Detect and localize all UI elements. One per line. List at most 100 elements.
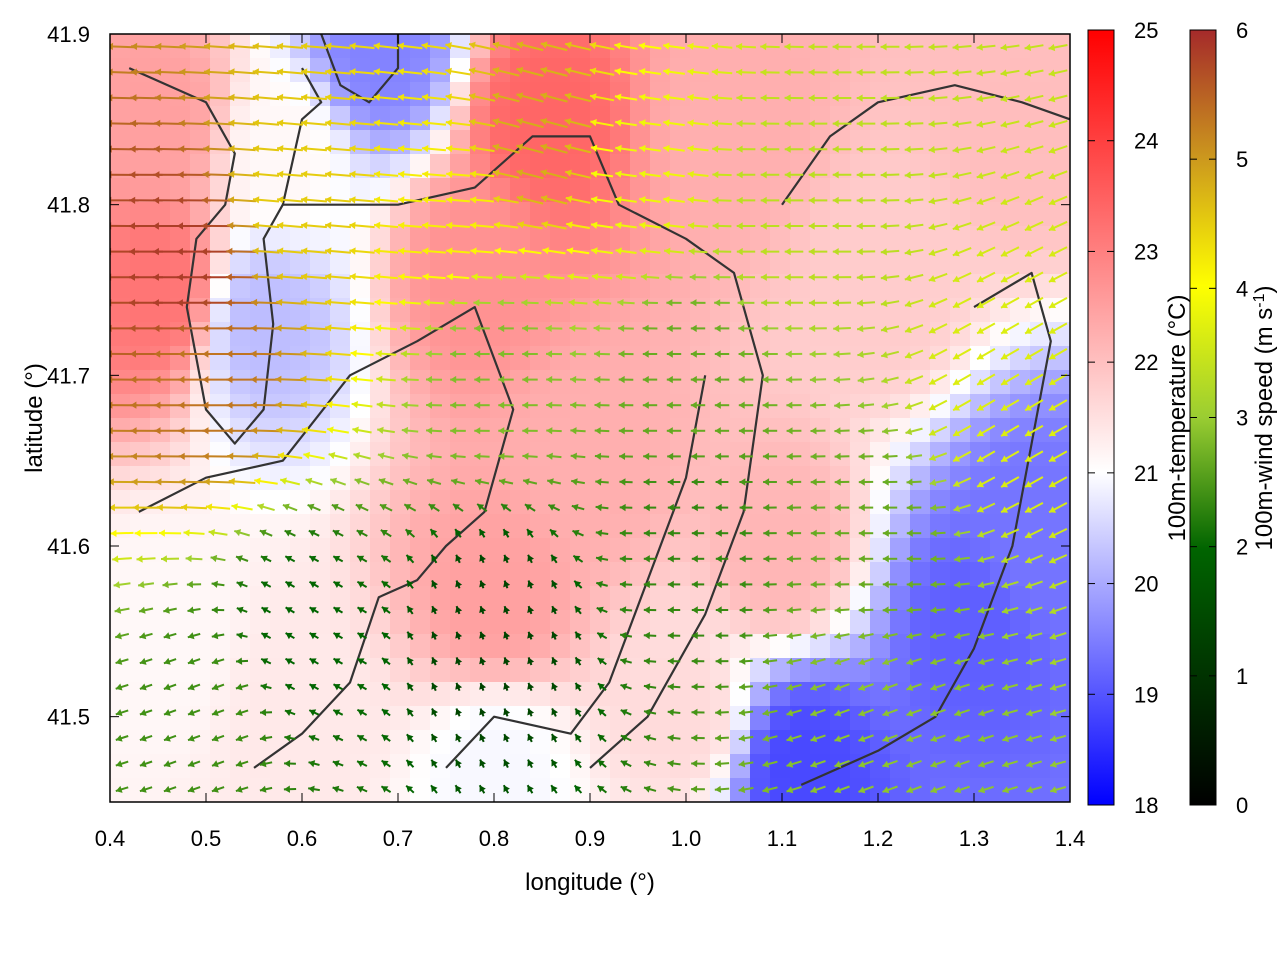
wind-arrow [928,171,948,179]
heatmap-cell [270,82,291,107]
wind-arrow [763,478,777,486]
wind-arrow [667,683,681,691]
heatmap-cell [690,106,711,131]
wind-arrow-head [714,760,722,768]
wind-arrow-head [301,145,308,153]
wind-arrow [834,452,850,461]
wind-arrow-head [856,68,863,77]
wind-arrow [527,759,534,769]
wind-arrow [930,555,946,563]
wind-arrow-head [251,426,258,435]
heatmap-cell [550,466,571,491]
wind-arrow [905,453,923,461]
heatmap-cell [630,706,651,731]
wind-arrow-head [333,658,341,665]
wind-arrow [1024,554,1044,564]
heatmap-cell [250,706,271,731]
wind-arrow-head [225,299,232,307]
heatmap-cell [370,634,391,659]
wind-arrow-head [834,427,841,435]
wind-arrow-head [211,580,218,588]
heatmap-cell [470,298,491,323]
wind-arrow-head [398,119,405,127]
heatmap-cell [430,226,451,251]
wind-arrow-head [547,478,554,486]
wind-arrow-head [431,606,438,613]
heatmap-cell [770,586,791,611]
wind-arrow-head [399,298,406,307]
wind-arrow [882,529,898,537]
heatmap-cell [670,394,691,419]
wind-arrow-head [375,350,382,358]
wind-arrow-head [325,349,332,358]
heatmap-cell [110,442,131,467]
wind-arrow [308,555,320,563]
wind-arrow-head [575,606,582,614]
wind-arrow-head [691,759,698,768]
wind-arrow [276,426,304,434]
heatmap-cell [650,754,671,779]
heatmap-cell [830,370,851,395]
heatmap-cell [450,82,471,107]
heatmap-cell [990,370,1011,395]
heatmap-cell [870,34,891,59]
wind-arrow-head [618,350,625,358]
wind-arrow [739,657,753,665]
heatmap-cell [610,754,631,779]
heatmap-cell [730,754,751,779]
wind-arrow [642,350,658,358]
wind-arrow-head [284,709,292,716]
heatmap-cell [950,466,971,491]
wind-arrow [904,349,924,359]
wind-arrow-head [590,119,597,127]
wind-arrow [762,657,778,665]
wind-arrow-head [591,221,598,229]
heatmap-cell [410,466,431,491]
heatmap-cell [770,490,791,515]
wind-arrow [691,683,705,691]
wind-arrow-head [110,503,115,512]
wind-arrow [445,42,471,50]
wind-arrow-head [550,529,557,537]
wind-arrow [331,503,345,512]
heatmap-cell [770,442,791,467]
heatmap-cell [930,202,951,227]
heatmap-cell [550,34,571,59]
heatmap-cell [770,106,791,131]
wind-arrow-head [762,734,770,742]
wind-arrow [163,657,177,665]
wind-arrow-head [179,68,186,76]
heatmap-cell [570,706,591,731]
heatmap-cell [370,82,391,107]
wind-arrow-head [642,427,649,435]
heatmap-cell [530,250,551,275]
wind-arrow-head [620,683,628,691]
wind-arrow-head [858,786,866,794]
heatmap-cell [790,226,811,251]
wind-arrow-head [527,554,534,562]
heatmap-cell [710,610,731,635]
wind-arrow [259,760,273,768]
heatmap-cell [750,274,771,299]
wind-arrow [810,580,826,589]
wind-arrow-head [130,119,137,128]
heatmap-cell [290,706,311,731]
wind-arrow [976,221,996,231]
wind-arrow [468,118,496,128]
heatmap-cell [250,730,271,755]
wind-arrow-head [469,92,476,100]
wind-arrow-head [202,170,209,179]
wind-arrow [810,452,826,461]
heatmap-cell [650,778,671,802]
wind-arrow [882,632,898,640]
heatmap-cell [850,514,871,539]
heatmap-cell [650,178,671,203]
heatmap-cell [190,658,211,683]
heatmap-cell [930,58,951,83]
wind-arrow [285,657,295,665]
wind-arrow [928,297,948,308]
wind-arrow [574,605,582,615]
wind-arrow-head [762,760,770,768]
wind-arrow [1025,606,1043,615]
wind-arrow [236,606,248,614]
